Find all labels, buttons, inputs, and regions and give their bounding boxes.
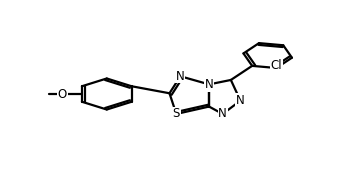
Text: N: N bbox=[205, 78, 213, 91]
Text: N: N bbox=[176, 70, 185, 83]
Text: Cl: Cl bbox=[271, 59, 282, 72]
Text: O: O bbox=[58, 88, 67, 100]
Text: S: S bbox=[172, 108, 180, 120]
Text: N: N bbox=[218, 108, 227, 120]
Text: N: N bbox=[236, 94, 245, 107]
